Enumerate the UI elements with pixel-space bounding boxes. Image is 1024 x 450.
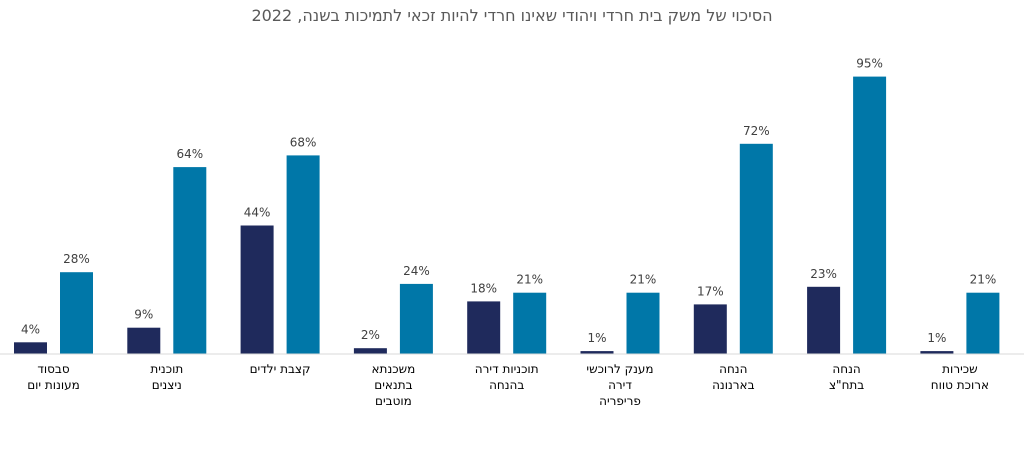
value-label-series2-8: 21%: [970, 273, 997, 287]
category-label-2: קצבת ילדים: [250, 362, 311, 376]
bar-series1-8: [920, 351, 954, 354]
chart-title: הסיכוי של משק בית חרדי ויהודי שאינו חרדי…: [251, 6, 773, 25]
value-label-series2-6: 72%: [743, 124, 770, 138]
value-label-series1-7: 23%: [810, 267, 837, 281]
bar-series2-2: [286, 155, 320, 354]
value-label-series1-3: 2%: [361, 328, 380, 342]
category-label-3: משכנתא בתנאים מוטבים: [372, 362, 416, 408]
bar-series2-3: [399, 283, 433, 354]
bar-series1-4: [467, 301, 501, 354]
value-label-series2-4: 21%: [516, 273, 543, 287]
category-label-4: תוכניות דירה בהנחה: [475, 362, 539, 392]
value-label-series1-0: 4%: [21, 322, 40, 336]
category-label-5: מענק לרוכשי דירה פריפריה: [586, 362, 653, 408]
bar-series2-8: [966, 292, 1000, 354]
labels-layer: 4% 28% 9% 64% 44% 68% 2% 24% 18% 21% 1% 21% 17% 72% 23…: [21, 57, 996, 346]
value-label-series1-1: 9%: [134, 308, 153, 322]
bar-series2-5: [626, 292, 660, 354]
bar-series1-0: [14, 342, 47, 354]
bar-series2-0: [60, 272, 93, 354]
value-label-series2-0: 28%: [63, 252, 90, 266]
value-label-series2-3: 24%: [403, 264, 430, 278]
bars-layer: [14, 76, 1000, 354]
bar-series1-3: [353, 348, 387, 354]
value-label-series1-8: 1%: [927, 331, 946, 345]
value-label-series1-5: 1%: [587, 331, 606, 345]
value-label-series2-5: 21%: [630, 273, 657, 287]
bar-series1-5: [580, 351, 614, 354]
bar-series1-1: [127, 327, 161, 354]
category-label-6: הנחה בארנונה: [712, 362, 755, 392]
category-label-7: הנחה בתח"צ: [829, 362, 864, 392]
category-label-8: שכירות ארוכת טווח: [931, 362, 989, 392]
value-label-series2-7: 95%: [856, 57, 883, 71]
value-label-series1-2: 44%: [244, 206, 271, 220]
bar-series2-7: [853, 76, 887, 354]
category-label-1: תוכנית ניצנים: [150, 362, 183, 392]
bar-series2-1: [173, 167, 207, 354]
category-labels: סבסוד מעונות יום תוכנית ניצנים קצבת ילדים משכ…: [27, 362, 989, 408]
value-label-series1-4: 18%: [470, 281, 497, 295]
bar-series1-6: [693, 304, 727, 354]
bar-series1-7: [807, 286, 841, 354]
bar-series2-4: [513, 292, 547, 354]
value-label-series2-2: 68%: [290, 135, 317, 149]
value-label-series2-1: 64%: [176, 147, 203, 161]
category-label-0: סבסוד מעונות יום: [27, 362, 80, 392]
bar-series2-6: [739, 143, 773, 354]
value-label-series1-6: 17%: [697, 284, 724, 298]
bar-series1-2: [240, 225, 274, 354]
